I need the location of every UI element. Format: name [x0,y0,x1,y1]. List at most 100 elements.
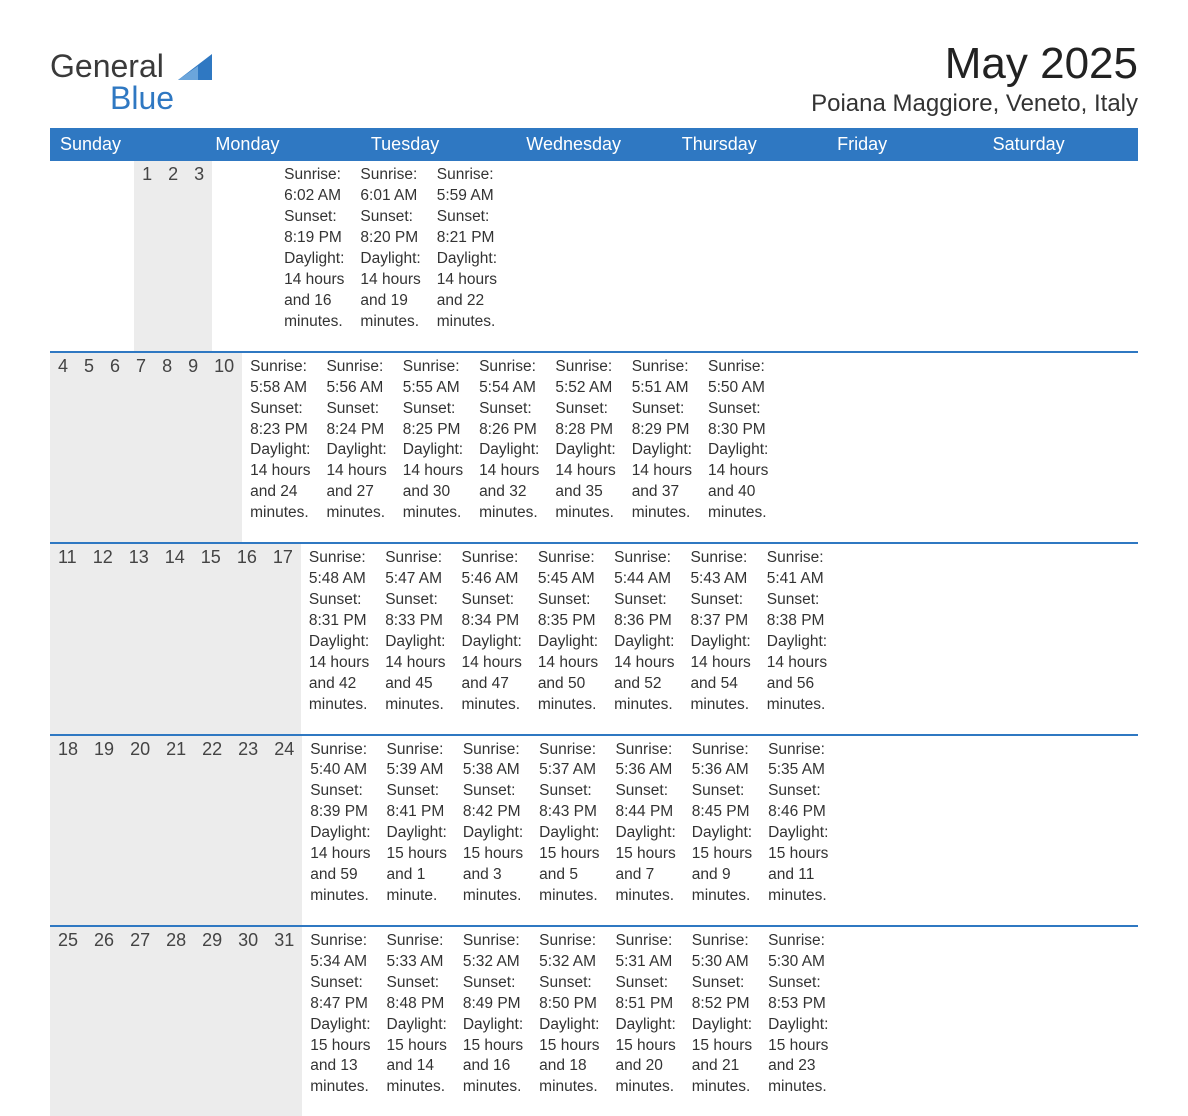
sunset-text: Sunset: 8:25 PM [403,399,463,441]
day-number: 24 [266,736,302,925]
day-number: 7 [128,353,154,542]
daylight-text: Daylight: 15 hours and 7 minutes. [615,823,675,907]
logo-word-general: General [50,48,164,84]
day-content: Sunrise: 5:36 AMSunset: 8:45 PMDaylight:… [684,736,760,925]
day-number: 16 [229,544,265,733]
day-content [228,161,244,350]
day-content: Sunrise: 5:44 AMSunset: 8:36 PMDaylight:… [606,544,682,733]
sunrise-text: Sunrise: 5:50 AM [708,357,768,399]
day-number: 8 [154,353,180,542]
weekday-header: Tuesday [361,128,516,161]
daylight-text: Daylight: 14 hours and 37 minutes. [632,440,692,524]
daynum-row: 18192021222324 [50,736,302,925]
daylight-text: Daylight: 15 hours and 18 minutes. [539,1015,599,1099]
sunrise-text: Sunrise: 5:36 AM [615,740,675,782]
sunrise-text: Sunrise: 6:02 AM [284,165,344,207]
sunrise-text: Sunrise: 5:46 AM [462,548,522,590]
daylight-text: Daylight: 14 hours and 54 minutes. [690,632,750,716]
day-content [244,161,260,350]
day-content: Sunrise: 5:51 AMSunset: 8:29 PMDaylight:… [624,353,700,542]
daylight-text: Daylight: 14 hours and 30 minutes. [403,440,463,524]
sunset-text: Sunset: 8:46 PM [768,781,828,823]
daylight-text: Daylight: 15 hours and 21 minutes. [692,1015,752,1099]
daynum-row: 25262728293031 [50,927,302,1116]
day-number: 15 [193,544,229,733]
day-content: Sunrise: 5:37 AMSunset: 8:43 PMDaylight:… [531,736,607,925]
day-content [260,161,276,350]
daylight-text: Daylight: 14 hours and 27 minutes. [326,440,386,524]
sunrise-text: Sunrise: 5:58 AM [250,357,310,399]
day-number: 5 [76,353,102,542]
daylight-text: Daylight: 15 hours and 23 minutes. [768,1015,828,1099]
day-content: Sunrise: 5:48 AMSunset: 8:31 PMDaylight:… [301,544,377,733]
sunset-text: Sunset: 8:23 PM [250,399,310,441]
sunrise-text: Sunrise: 5:32 AM [539,931,599,973]
sunset-text: Sunset: 8:37 PM [690,590,750,632]
sunset-text: Sunset: 8:43 PM [539,781,599,823]
day-number: 27 [122,927,158,1116]
daylight-text: Daylight: 15 hours and 3 minutes. [463,823,523,907]
daylight-text: Daylight: 15 hours and 9 minutes. [692,823,752,907]
day-content: Sunrise: 6:01 AMSunset: 8:20 PMDaylight:… [352,161,428,350]
day-content: Sunrise: 5:59 AMSunset: 8:21 PMDaylight:… [429,161,505,350]
sunrise-text: Sunrise: 5:56 AM [326,357,386,399]
sunrise-text: Sunrise: 5:59 AM [437,165,497,207]
daylight-text: Daylight: 14 hours and 19 minutes. [360,249,420,333]
daylight-text: Daylight: 15 hours and 16 minutes. [463,1015,523,1099]
weekday-header: Thursday [672,128,827,161]
week-row: 123Sunrise: 6:02 AMSunset: 8:19 PMDaylig… [50,161,1138,350]
day-number: 26 [86,927,122,1116]
daylight-text: Daylight: 14 hours and 22 minutes. [437,249,497,333]
sunset-text: Sunset: 8:39 PM [310,781,370,823]
daynum-row: 123 [50,161,212,350]
sunrise-text: Sunrise: 6:01 AM [360,165,420,207]
sunset-text: Sunset: 8:28 PM [555,399,615,441]
sunrise-text: Sunrise: 5:33 AM [387,931,447,973]
day-number: 4 [50,353,76,542]
daylight-text: Daylight: 14 hours and 45 minutes. [385,632,445,716]
daylight-text: Daylight: 14 hours and 40 minutes. [708,440,768,524]
day-number: 25 [50,927,86,1116]
sunrise-text: Sunrise: 5:48 AM [309,548,369,590]
daylight-text: Daylight: 15 hours and 5 minutes. [539,823,599,907]
day-number: 21 [158,736,194,925]
sunset-text: Sunset: 8:24 PM [326,399,386,441]
day-content: Sunrise: 5:55 AMSunset: 8:25 PMDaylight:… [395,353,471,542]
day-content: Sunrise: 5:54 AMSunset: 8:26 PMDaylight:… [471,353,547,542]
daynum-row: 11121314151617 [50,544,301,733]
daylight-text: Daylight: 15 hours and 14 minutes. [387,1015,447,1099]
day-content: Sunrise: 5:32 AMSunset: 8:49 PMDaylight:… [455,927,531,1116]
day-content: Sunrise: 5:30 AMSunset: 8:53 PMDaylight:… [760,927,836,1116]
daylight-text: Daylight: 14 hours and 59 minutes. [310,823,370,907]
weekday-header-row: SundayMondayTuesdayWednesdayThursdayFrid… [50,128,1138,161]
sunrise-text: Sunrise: 5:40 AM [310,740,370,782]
sunrise-text: Sunrise: 5:51 AM [632,357,692,399]
sunset-text: Sunset: 8:29 PM [632,399,692,441]
sunrise-text: Sunrise: 5:41 AM [767,548,827,590]
day-content: Sunrise: 5:46 AMSunset: 8:34 PMDaylight:… [454,544,530,733]
content-row: Sunrise: 5:40 AMSunset: 8:39 PMDaylight:… [302,736,836,925]
day-content: Sunrise: 5:39 AMSunset: 8:41 PMDaylight:… [379,736,455,925]
day-number: 13 [121,544,157,733]
day-content: Sunrise: 5:56 AMSunset: 8:24 PMDaylight:… [318,353,394,542]
day-number: 17 [265,544,301,733]
sunrise-text: Sunrise: 5:30 AM [768,931,828,973]
day-content: Sunrise: 5:35 AMSunset: 8:46 PMDaylight:… [760,736,836,925]
daylight-text: Daylight: 14 hours and 16 minutes. [284,249,344,333]
sunset-text: Sunset: 8:20 PM [360,207,420,249]
day-number: 10 [206,353,242,542]
day-content: Sunrise: 5:43 AMSunset: 8:37 PMDaylight:… [682,544,758,733]
title-block: May 2025 Poiana Maggiore, Veneto, Italy [811,40,1138,118]
daylight-text: Daylight: 15 hours and 1 minute. [387,823,447,907]
day-content: Sunrise: 5:47 AMSunset: 8:33 PMDaylight:… [377,544,453,733]
day-content: Sunrise: 5:40 AMSunset: 8:39 PMDaylight:… [302,736,378,925]
daylight-text: Daylight: 14 hours and 52 minutes. [614,632,674,716]
day-number: 14 [157,544,193,733]
sunset-text: Sunset: 8:33 PM [385,590,445,632]
logo-triangle-icon [178,54,212,85]
sunset-text: Sunset: 8:51 PM [615,973,675,1015]
sunset-text: Sunset: 8:34 PM [462,590,522,632]
sunrise-text: Sunrise: 5:39 AM [387,740,447,782]
logo-text: General Blue [50,50,174,114]
week-row: 25262728293031Sunrise: 5:34 AMSunset: 8:… [50,925,1138,1116]
